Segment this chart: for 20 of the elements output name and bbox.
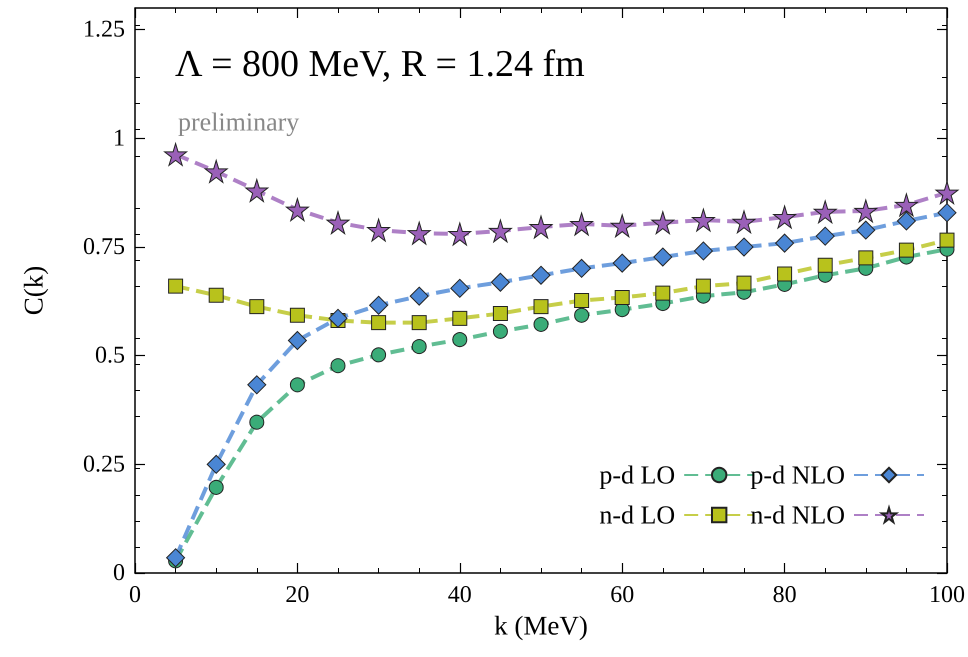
- y-tick-label: 0.25: [83, 451, 125, 478]
- y-tick-label: 1: [113, 125, 125, 152]
- x-tick-label: 80: [772, 582, 797, 608]
- legend-label: p-d LO: [599, 460, 676, 490]
- y-tick-label: 0.5: [95, 342, 125, 369]
- y-axis-title: C(k): [18, 266, 48, 316]
- x-tick-label: 100: [929, 582, 965, 608]
- legend-label: n-d NLO: [750, 500, 845, 530]
- y-tick-label: 0: [113, 560, 125, 586]
- legend-label: n-d LO: [599, 500, 676, 530]
- text: Λ = 800 MeV, R = 1.24 fm: [175, 43, 585, 85]
- x-tick-label: 0: [129, 582, 141, 608]
- y-tick-label: 1.25: [83, 16, 125, 43]
- y-tick-label: 0.75: [83, 234, 125, 260]
- x-axis-title: k (MeV): [494, 610, 588, 640]
- x-tick-label: 40: [448, 582, 472, 608]
- x-tick-label: 20: [285, 582, 310, 608]
- x-tick-label: 60: [610, 582, 634, 608]
- legend-label: p-d NLO: [750, 460, 845, 490]
- annotation: preliminary: [178, 108, 300, 136]
